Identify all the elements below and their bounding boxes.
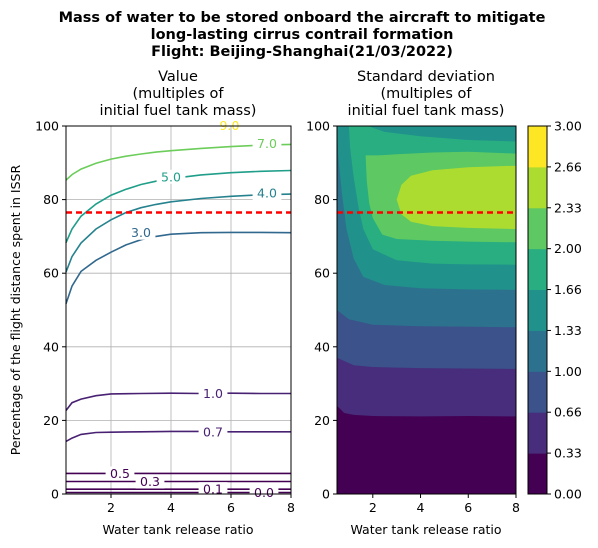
left-ytick-label-2: 40	[43, 339, 59, 354]
colorbar-tick-label-9: 3.00	[554, 119, 582, 134]
colorbar-tick-label-3: 1.00	[554, 364, 582, 379]
value-contour-panel: Value (multiples of initial fuel tank ma…	[8, 69, 295, 537]
right-xlabel: Water tank release ratio	[351, 522, 502, 537]
left-ytick-label-3: 60	[43, 266, 59, 281]
colorbar-tick-label-7: 2.33	[554, 200, 582, 215]
left-xtick-label-1: 4	[167, 500, 175, 515]
colorbar-segment-3	[528, 330, 547, 371]
contour-label-0.0: 0.0	[254, 485, 274, 500]
colorbar-segment-8	[528, 126, 547, 167]
colorbar-segment-1	[528, 412, 547, 453]
band-2.33-2.66	[397, 166, 516, 229]
contour-label-5.0: 5.0	[161, 169, 181, 184]
colorbar-segment-2	[528, 371, 547, 412]
contour-label-7.0: 7.0	[257, 136, 277, 151]
right-xtick-label-2: 6	[464, 500, 472, 515]
contour-label-0.5: 0.5	[110, 466, 130, 481]
colorbar-segment-0	[528, 453, 547, 494]
contour-label-0.7: 0.7	[203, 424, 223, 439]
contour-label-1.0: 1.0	[203, 386, 223, 401]
left-title-line-3: initial fuel tank mass)	[100, 103, 257, 119]
right-ytick-label-2: 40	[314, 339, 330, 354]
colorbar-segment-5	[528, 249, 547, 290]
left-title-line-1: Value	[158, 69, 198, 85]
colorbar-tick-label-0: 0.00	[554, 487, 582, 502]
contour-label-4.0: 4.0	[257, 185, 277, 200]
right-xtick-label-0: 2	[369, 500, 377, 515]
colorbar-tick-label-8: 2.66	[554, 159, 582, 174]
suptitle-line-3: Flight: Beijing-Shanghai(21/03/2022)	[151, 44, 453, 60]
left-ytick-label-4: 80	[43, 192, 59, 207]
colorbar-segment-7	[528, 167, 547, 208]
right-filled-bands	[337, 126, 516, 494]
left-xtick-label-2: 6	[227, 500, 235, 515]
right-ytick-label-3: 60	[314, 266, 330, 281]
right-xtick-label-3: 8	[512, 500, 520, 515]
left-title-line-2: (multiples of	[132, 86, 224, 102]
right-ytick-label-1: 20	[314, 413, 330, 428]
colorbar-tick-label-4: 1.33	[554, 323, 582, 338]
colorbar-tick-label-2: 0.66	[554, 405, 582, 420]
colorbar: 0.00 0.33 0.66 1.00 1.33 1.66 2.00 2.33 2.66 3.00	[528, 119, 582, 502]
right-title-line-2: (multiples of	[380, 86, 472, 102]
stddev-contour-panel: Standard deviation (multiples of initial…	[306, 69, 520, 537]
right-ytick-label-0: 0	[322, 487, 330, 502]
contour-label-9.0: 9.0	[220, 118, 240, 133]
contour-line-3.0	[66, 232, 291, 303]
colorbar-segment-4	[528, 290, 547, 331]
right-title-line-1: Standard deviation	[357, 69, 495, 85]
colorbar-tick-label-5: 1.66	[554, 282, 582, 297]
suptitle-line-1: Mass of water to be stored onboard the a…	[59, 10, 546, 26]
right-ytick-label-4: 80	[314, 192, 330, 207]
colorbar-tick-label-1: 0.33	[554, 446, 582, 461]
contour-label-0.3: 0.3	[140, 474, 160, 489]
right-ytick-label-5: 100	[306, 119, 330, 134]
left-xtick-label-3: 8	[287, 500, 295, 515]
left-xlabel: Water tank release ratio	[103, 522, 254, 537]
suptitle-line-2: long-lasting cirrus contrail formation	[151, 27, 454, 43]
left-ytick-label-0: 0	[51, 487, 59, 502]
contour-label-3.0: 3.0	[131, 225, 151, 240]
contour-line-1.0	[66, 393, 291, 410]
colorbar-tick-label-6: 2.00	[554, 241, 582, 256]
colorbar-segment-6	[528, 208, 547, 249]
right-title-line-3: initial fuel tank mass)	[348, 103, 505, 119]
left-ylabel: Percentage of the flight distance spent …	[8, 165, 23, 456]
contour-line-0.7	[66, 431, 291, 441]
left-xtick-label-0: 2	[107, 500, 115, 515]
right-xtick-label-1: 4	[417, 500, 425, 515]
left-ytick-label-1: 20	[43, 413, 59, 428]
left-ytick-label-5: 100	[35, 119, 59, 134]
